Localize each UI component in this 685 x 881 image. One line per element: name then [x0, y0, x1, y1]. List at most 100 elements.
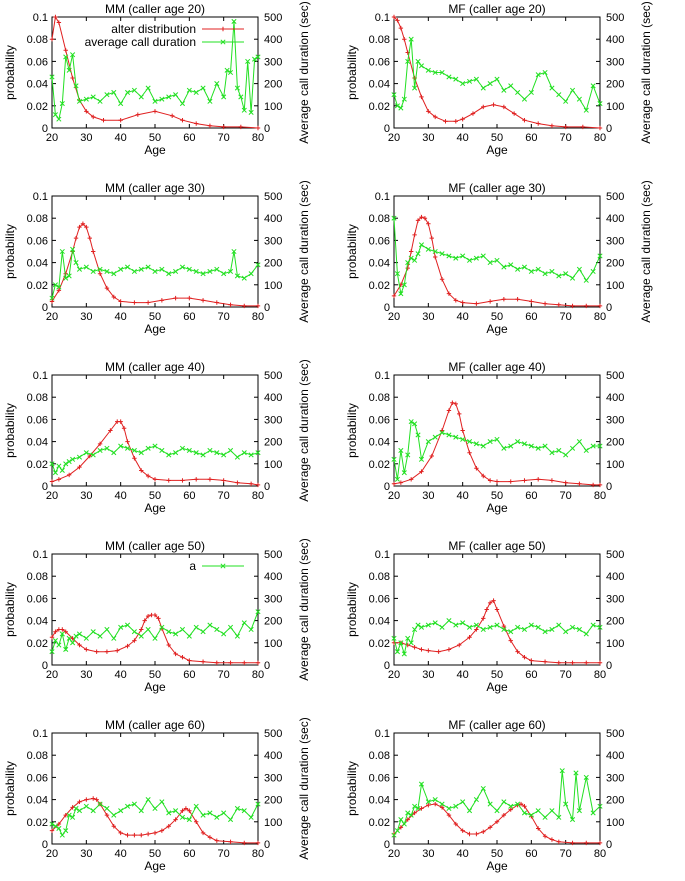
alter-point	[522, 478, 527, 483]
x-tick-label: 60	[525, 490, 537, 502]
duration-point	[453, 76, 459, 82]
alter-point	[536, 121, 541, 126]
alter-point	[584, 660, 589, 665]
alter-point	[87, 235, 92, 241]
call-duration-series	[391, 618, 603, 657]
y2-tick-label: 200	[606, 258, 624, 270]
duration-point	[415, 251, 421, 257]
alter-point	[474, 627, 479, 632]
duration-point	[90, 94, 96, 100]
x-tick-label: 60	[525, 848, 537, 860]
y-tick-label: 0.04	[27, 616, 48, 628]
duration-point	[439, 624, 445, 630]
duration-point	[179, 626, 186, 633]
y2-tick-label: 100	[264, 817, 282, 829]
duration-point	[97, 633, 103, 639]
duration-point	[227, 69, 234, 76]
duration-point	[480, 785, 486, 792]
duration-point	[56, 825, 62, 832]
duration-point	[501, 626, 507, 633]
duration-point	[241, 107, 247, 113]
duration-point	[131, 801, 137, 807]
x-tick-label: 30	[422, 490, 434, 502]
duration-point	[528, 268, 534, 275]
alter-point	[457, 411, 462, 417]
alter-point	[405, 265, 410, 271]
duration-point	[408, 419, 414, 425]
alter-point	[426, 109, 431, 114]
alter-point	[584, 303, 589, 309]
alter-point	[66, 472, 72, 478]
duration-point	[521, 626, 528, 633]
alter-point	[487, 600, 493, 606]
x-tick-label: 60	[183, 311, 195, 323]
duration-point	[255, 801, 261, 807]
y2-tick-label: 200	[264, 79, 282, 91]
duration-point	[418, 456, 425, 462]
duration-point	[590, 810, 596, 816]
duration-point	[138, 266, 144, 272]
y2-tick-label: 300	[606, 593, 624, 605]
x-tick-label: 80	[252, 490, 264, 502]
x-tick-label: 80	[252, 848, 264, 860]
y2-tick-label: 300	[606, 414, 624, 426]
alter-point	[422, 216, 428, 221]
duration-point	[425, 67, 431, 73]
alter-point	[412, 232, 417, 238]
duration-point	[248, 626, 254, 633]
x-tick-label: 60	[183, 490, 195, 502]
alter-point	[104, 285, 110, 291]
duration-point	[73, 633, 79, 639]
alter-point	[439, 805, 445, 810]
x-tick-label: 50	[491, 132, 503, 144]
x-tick-label: 40	[457, 132, 469, 144]
alter-point	[173, 295, 178, 301]
y-tick-label: 0.06	[369, 414, 390, 426]
duration-point	[508, 262, 514, 268]
x-axis-label: Age	[486, 501, 508, 515]
alter-point	[443, 119, 448, 124]
x-tick-label: 40	[115, 848, 127, 860]
duration-point	[590, 83, 596, 89]
duration-point	[597, 803, 603, 809]
duration-point	[398, 447, 404, 454]
alter-point	[487, 478, 493, 483]
duration-point	[535, 808, 541, 814]
duration-point	[569, 624, 576, 630]
duration-point	[412, 626, 418, 633]
x-tick-label: 50	[491, 490, 503, 502]
y2-tick-label: 0	[264, 481, 270, 493]
alter-point	[49, 828, 55, 833]
duration-point	[70, 456, 76, 462]
duration-point	[66, 812, 72, 818]
duration-point	[501, 799, 507, 805]
alter-point	[63, 48, 68, 53]
alter-distribution-line	[51, 223, 258, 307]
legend: a	[189, 559, 244, 573]
duration-point	[576, 266, 582, 272]
chart-title: MM (caller age 50)	[105, 539, 205, 553]
y2-axis-label: Average call duration (sec)	[639, 1, 653, 144]
duration-point	[138, 94, 144, 100]
duration-point	[66, 459, 72, 465]
duration-point	[173, 450, 179, 456]
alter-point	[84, 224, 89, 230]
alter-point	[228, 302, 233, 307]
duration-point	[515, 89, 521, 96]
alter-point	[221, 124, 226, 130]
alter-point	[214, 660, 219, 665]
duration-point	[528, 622, 534, 628]
call-duration-line	[51, 249, 259, 299]
alter-point	[132, 300, 137, 305]
duration-point	[173, 268, 179, 275]
alter-point	[529, 299, 534, 304]
x-tick-label: 80	[252, 669, 264, 681]
duration-point	[460, 620, 466, 626]
duration-point	[535, 72, 541, 78]
y-tick-label: 0.04	[27, 79, 48, 91]
duration-point	[207, 622, 213, 628]
chart-panel-5: MM (caller age 40)20 30 40 50 60 70 8000.020.0…	[3, 359, 311, 515]
alter-distribution-series	[391, 400, 603, 488]
alter-point	[200, 830, 206, 836]
duration-point	[408, 255, 414, 261]
